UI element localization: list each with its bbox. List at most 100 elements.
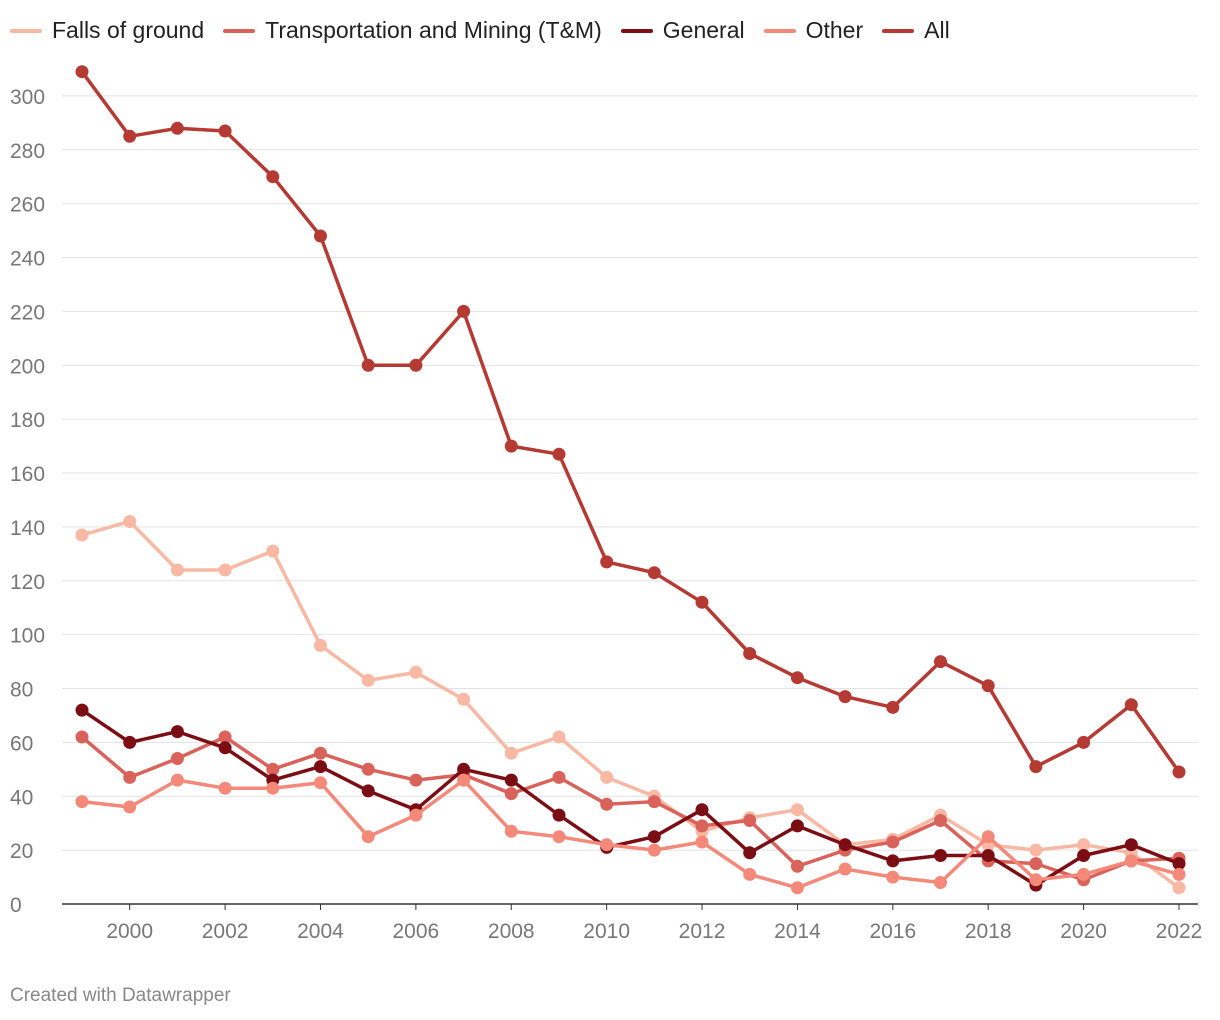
data-point <box>409 808 423 822</box>
series-line <box>80 708 1181 887</box>
data-point <box>123 515 137 528</box>
data-point <box>600 555 614 569</box>
x-tick-label: 2008 <box>488 920 535 943</box>
data-point <box>790 671 804 685</box>
y-tick-label: 180 <box>10 409 45 432</box>
data-point <box>504 787 518 801</box>
series <box>75 773 1186 895</box>
data-point <box>743 647 757 660</box>
data-point <box>457 773 471 787</box>
legend-item: Transportation and Mining (T&M) <box>223 17 602 44</box>
data-point <box>170 752 184 765</box>
data-point <box>647 843 661 857</box>
data-point <box>743 814 757 827</box>
data-point <box>361 358 375 372</box>
data-point <box>361 762 375 776</box>
y-tick-label: 20 <box>10 840 33 863</box>
x-axis: 2000 2002 2004 2006 2008 2010 2012 2014 2016 2018… <box>106 904 1202 943</box>
data-point <box>790 881 804 895</box>
data-point <box>600 797 614 811</box>
series <box>75 65 1186 779</box>
data-point <box>266 170 280 184</box>
data-point <box>1077 838 1091 852</box>
data-point <box>934 849 947 862</box>
data-point <box>1124 838 1138 852</box>
data-point <box>457 304 471 318</box>
data-point <box>1172 765 1186 779</box>
data-point <box>123 800 137 814</box>
data-point <box>266 781 280 795</box>
data-point <box>170 725 184 739</box>
data-point <box>266 762 280 776</box>
y-axis: 0 20 40 60 80 100 120 140 160 180 200 220 240 260 280 3… <box>10 86 45 917</box>
data-point <box>934 876 947 889</box>
data-point <box>743 846 757 860</box>
y-tick-label: 0 <box>10 894 22 917</box>
chart-legend: Falls of ground Transportation and Mining… <box>10 17 969 44</box>
data-point <box>75 65 89 79</box>
data-point <box>1029 857 1043 871</box>
y-tick-label: 40 <box>10 786 33 809</box>
data-point <box>647 795 661 809</box>
data-point <box>1029 873 1043 887</box>
data-point <box>600 770 614 784</box>
data-point <box>314 746 327 760</box>
legend-label: All <box>924 17 950 43</box>
data-point <box>838 838 852 852</box>
legend-item: General <box>620 17 745 44</box>
series-group <box>75 65 1186 895</box>
x-tick-label: 2022 <box>1156 920 1203 943</box>
data-point <box>790 803 804 817</box>
data-point <box>314 776 327 790</box>
y-tick-label: 80 <box>10 679 33 702</box>
data-point <box>790 859 804 873</box>
data-point <box>1124 854 1138 868</box>
y-tick-label: 120 <box>10 571 45 594</box>
data-point <box>314 638 327 652</box>
grid-lines <box>62 95 1198 905</box>
data-point <box>218 741 232 755</box>
data-point <box>218 563 232 577</box>
y-tick-label: 140 <box>10 517 45 540</box>
data-point <box>934 814 947 827</box>
data-point <box>886 870 900 884</box>
data-point <box>361 830 375 844</box>
legend-swatch <box>223 28 256 33</box>
legend-swatch <box>620 28 653 33</box>
legend-label: Other <box>805 17 864 43</box>
data-point <box>218 781 232 795</box>
data-point <box>981 679 995 693</box>
data-point <box>552 808 566 822</box>
data-point <box>504 746 518 760</box>
legend-item: Falls of ground <box>10 17 204 44</box>
data-point <box>75 795 89 809</box>
data-point <box>409 665 423 679</box>
data-point <box>838 690 852 704</box>
data-point <box>1172 881 1186 895</box>
x-tick-label: 2010 <box>583 920 630 943</box>
data-point <box>218 124 232 138</box>
data-point <box>552 730 566 744</box>
legend-label: General <box>662 17 745 43</box>
data-point <box>934 655 947 669</box>
data-point <box>123 770 137 784</box>
data-point <box>695 803 709 817</box>
data-point <box>647 566 661 580</box>
x-tick-label: 2012 <box>679 920 726 943</box>
y-tick-label: 60 <box>10 732 33 755</box>
x-tick-label: 2014 <box>774 920 821 943</box>
data-point <box>886 835 900 849</box>
data-point <box>504 773 518 787</box>
data-point <box>600 838 614 852</box>
data-point <box>170 563 184 577</box>
data-point <box>695 819 709 833</box>
data-point <box>361 784 375 798</box>
x-tick-label: 2020 <box>1060 920 1107 943</box>
data-point <box>409 358 423 372</box>
data-point <box>1124 698 1138 712</box>
data-point <box>552 447 566 461</box>
data-point <box>170 773 184 787</box>
series-line <box>80 519 1181 890</box>
data-point <box>457 762 471 776</box>
